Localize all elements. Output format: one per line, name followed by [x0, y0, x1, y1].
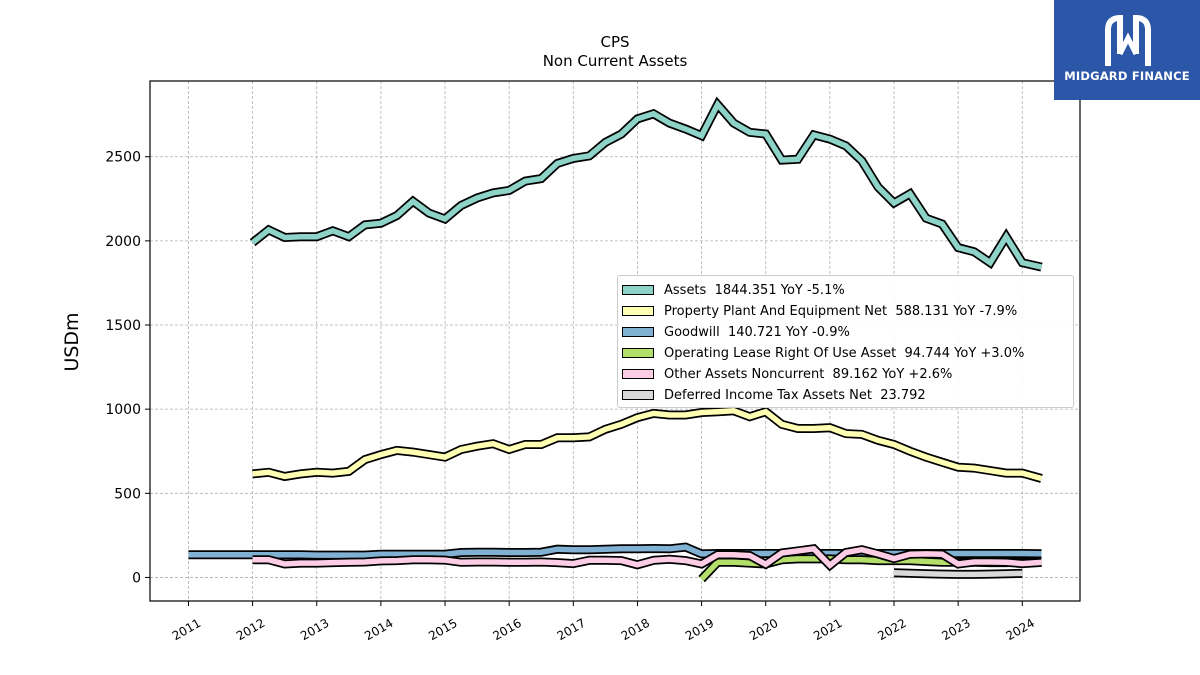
legend-label: Property Plant And Equipment Net 588.131… — [664, 303, 1018, 319]
legend-item: Assets 1844.351 YoY -5.1% — [618, 280, 845, 300]
x-tick-label: 2017 — [555, 616, 588, 643]
legend-label: Operating Lease Right Of Use Asset 94.74… — [664, 345, 1025, 361]
legend-swatch — [622, 285, 654, 295]
series-lines — [188, 96, 1043, 583]
x-tick-label: 2018 — [619, 616, 652, 643]
y-tick-label: 1500 — [105, 318, 141, 334]
x-tick-label: 2019 — [683, 616, 716, 643]
x-tick-label: 2011 — [170, 616, 203, 643]
legend-item: Property Plant And Equipment Net 588.131… — [618, 301, 1017, 321]
legend-label: Other Assets Noncurrent 89.162 YoY +2.6% — [664, 366, 953, 382]
legend-label: Goodwill 140.721 YoY -0.9% — [664, 324, 850, 340]
series-line-assets — [250, 99, 1043, 270]
legend-swatch — [622, 306, 654, 316]
legend-item: Goodwill 140.721 YoY -0.9% — [618, 322, 850, 342]
legend-swatch — [622, 327, 654, 337]
x-tick-label: 2015 — [426, 616, 459, 643]
x-tick-label: 2022 — [875, 616, 908, 643]
series-line-other-assets-noncurrent — [252, 545, 1042, 570]
chart-subtitle: Non Current Assets — [542, 52, 688, 70]
brand-name: MIDGARD FINANCE — [1064, 69, 1190, 83]
x-tick-label: 2023 — [939, 616, 972, 643]
midgard-logo-icon — [1105, 14, 1151, 66]
legend-item: Operating Lease Right Of Use Asset 94.74… — [618, 343, 1024, 363]
x-tick-label: 2024 — [1004, 616, 1037, 643]
y-tick-label: 500 — [114, 486, 141, 502]
legend-swatch — [622, 369, 654, 379]
y-tick-label: 2500 — [105, 150, 141, 166]
legend-item: Deferred Income Tax Assets Net 23.792 — [618, 385, 926, 405]
x-tick-label: 2020 — [747, 616, 780, 643]
chart-title: CPS — [600, 33, 630, 51]
legend-swatch — [622, 390, 654, 400]
x-tick-label: 2014 — [362, 616, 395, 643]
x-tick-label: 2013 — [298, 616, 331, 643]
legend-label: Assets 1844.351 YoY -5.1% — [664, 282, 845, 298]
series-line-deferred-income-tax-assets-net — [893, 569, 1023, 578]
y-tick-label: 0 — [132, 570, 141, 586]
y-tick-label: 2000 — [105, 234, 141, 250]
legend-item: Other Assets Noncurrent 89.162 YoY +2.6% — [618, 364, 952, 384]
x-tick-label: 2016 — [490, 616, 523, 643]
brand-logo: MIDGARD FINANCE — [1054, 0, 1200, 100]
x-tick-label: 2012 — [234, 616, 267, 643]
series-line-property-plant-and-equipment-net — [252, 408, 1043, 482]
chart-legend: Assets 1844.351 YoY -5.1% Property Plant … — [617, 275, 1074, 408]
y-tick-label: 1000 — [105, 402, 141, 418]
legend-label: Deferred Income Tax Assets Net 23.792 — [664, 387, 926, 403]
y-axis-label: USDm — [61, 312, 83, 372]
plot-frame — [149, 80, 1081, 602]
x-tick-label: 2021 — [811, 616, 844, 643]
legend-swatch — [622, 348, 654, 358]
